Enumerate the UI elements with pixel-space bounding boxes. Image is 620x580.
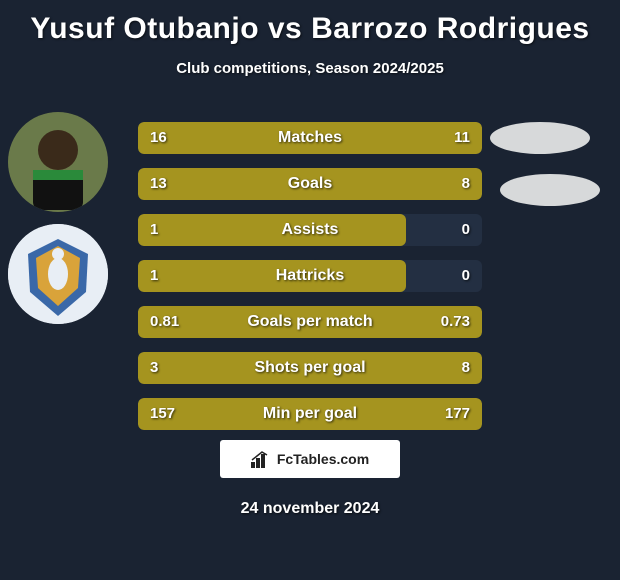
page-title: Yusuf Otubanjo vs Barrozo Rodrigues [0,0,620,46]
stat-value-right: 0 [462,214,470,246]
player2-crest-svg [8,224,108,324]
logo-text: FcTables.com [277,451,369,467]
stat-value-right: 0.73 [441,306,470,338]
stat-value-right: 177 [445,398,470,430]
stat-label: Assists [138,214,482,246]
stat-value-right: 0 [462,260,470,292]
stat-row: 1Hattricks0 [138,260,482,292]
stat-row: 0.81Goals per match0.73 [138,306,482,338]
stats-bars: 16Matches1113Goals81Assists01Hattricks00… [138,122,482,444]
stat-label: Matches [138,122,482,154]
background-ellipse [490,122,590,154]
stat-value-right: 8 [462,352,470,384]
stat-row: 157Min per goal177 [138,398,482,430]
stat-label: Goals per match [138,306,482,338]
player2-avatar [8,224,108,324]
player1-avatar-svg [8,112,108,212]
stat-row: 1Assists0 [138,214,482,246]
avatar-column [8,112,118,336]
subtitle: Club competitions, Season 2024/2025 [0,60,620,77]
stat-label: Goals [138,168,482,200]
date-label: 24 november 2024 [0,500,620,518]
chart-icon [251,450,271,468]
stat-value-right: 8 [462,168,470,200]
stat-value-right: 11 [454,122,470,154]
fctables-logo[interactable]: FcTables.com [220,440,400,478]
background-ellipse [500,174,600,206]
stat-label: Hattricks [138,260,482,292]
stat-row: 16Matches11 [138,122,482,154]
stat-row: 13Goals8 [138,168,482,200]
stat-label: Min per goal [138,398,482,430]
stat-row: 3Shots per goal8 [138,352,482,384]
stat-label: Shots per goal [138,352,482,384]
player1-avatar [8,112,108,212]
